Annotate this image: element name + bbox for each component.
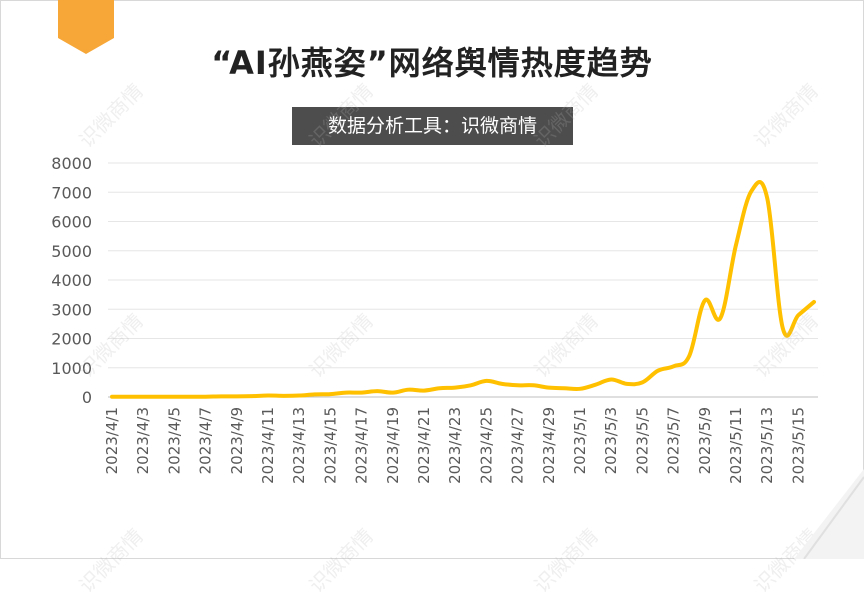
data-point	[298, 394, 301, 397]
x-tick-label: 2023/4/1	[103, 407, 121, 474]
data-point	[345, 391, 348, 394]
data-point	[454, 386, 457, 389]
data-point	[235, 395, 238, 398]
y-tick-label: 3000	[51, 300, 92, 319]
data-point	[313, 393, 316, 396]
data-point	[516, 384, 519, 387]
x-tick-label: 2023/4/15	[321, 407, 339, 484]
page-curl-decoration	[794, 469, 864, 559]
x-tick-label: 2023/5/3	[602, 407, 620, 474]
data-point	[204, 395, 207, 398]
data-point	[485, 379, 488, 382]
data-point	[142, 395, 145, 398]
data-point	[563, 387, 566, 390]
data-point	[282, 394, 285, 397]
y-tick-label: 5000	[51, 242, 92, 261]
data-point	[781, 327, 784, 330]
x-tick-label: 2023/4/13	[290, 407, 308, 484]
x-tick-label: 2023/5/13	[758, 407, 776, 484]
x-tick-label: 2023/5/7	[665, 407, 683, 474]
x-tick-label: 2023/4/5	[165, 407, 183, 474]
data-point	[376, 390, 379, 393]
data-point	[220, 395, 223, 398]
data-source-label: 数据分析工具：识微商情	[292, 107, 573, 145]
data-point	[360, 391, 363, 394]
y-tick-label: 6000	[51, 213, 92, 232]
y-tick-label: 8000	[51, 154, 92, 173]
data-point	[501, 382, 504, 385]
x-tick-label: 2023/5/11	[727, 407, 745, 484]
data-point	[329, 393, 332, 396]
x-tick-label: 2023/4/25	[477, 407, 495, 484]
data-point	[469, 384, 472, 387]
data-point	[126, 395, 129, 398]
x-tick-label: 2023/4/3	[134, 407, 152, 474]
data-point	[438, 387, 441, 390]
x-tick-label: 2023/4/7	[197, 407, 215, 474]
data-point	[407, 388, 410, 391]
y-tick-label: 7000	[51, 183, 92, 202]
data-point	[625, 382, 628, 385]
x-tick-label: 2023/5/15	[789, 407, 807, 484]
data-point	[657, 369, 660, 372]
data-point	[423, 389, 426, 392]
y-tick-label: 2000	[51, 330, 92, 349]
x-tick-label: 2023/4/29	[540, 407, 558, 484]
x-tick-label: 2023/4/21	[415, 407, 433, 484]
data-point	[157, 395, 160, 398]
data-point	[750, 189, 753, 192]
bookmark-ribbon-icon	[58, 0, 114, 54]
data-point	[766, 197, 769, 200]
y-tick-label: 1000	[51, 359, 92, 378]
data-point	[547, 386, 550, 389]
x-tick-label: 2023/5/1	[571, 407, 589, 474]
data-point	[251, 395, 254, 398]
x-tick-label: 2023/5/9	[696, 407, 714, 474]
x-tick-label: 2023/4/27	[509, 407, 527, 484]
x-tick-label: 2023/4/19	[384, 407, 402, 484]
data-point	[594, 383, 597, 386]
data-point	[267, 394, 270, 397]
data-point	[610, 378, 613, 381]
data-point	[111, 395, 114, 398]
data-point	[579, 387, 582, 390]
line-chart: 0 1000 2000 3000 4000 5000 6000 7000 8000 2023/4/…	[51, 154, 818, 484]
data-point	[688, 355, 691, 358]
data-point	[532, 384, 535, 387]
data-point	[391, 391, 394, 394]
x-tick-label: 2023/4/17	[353, 407, 371, 484]
data-point	[735, 243, 738, 246]
data-point	[813, 300, 816, 303]
data-point	[703, 299, 706, 302]
x-tick-label: 2023/4/9	[228, 407, 246, 474]
x-tick-label: 2023/4/23	[446, 407, 464, 484]
data-point	[719, 317, 722, 320]
data-point	[189, 395, 192, 398]
data-point	[173, 395, 176, 398]
chart-title: “AI孙燕姿”网络舆情热度趋势	[211, 44, 653, 82]
x-tick-label: 2023/5/5	[633, 407, 651, 474]
data-point	[641, 381, 644, 384]
x-tick-label: 2023/4/11	[259, 407, 277, 484]
data-point	[672, 365, 675, 368]
y-tick-label: 4000	[51, 271, 92, 290]
data-point	[797, 314, 800, 317]
y-tick-label: 0	[82, 388, 92, 407]
series-line	[110, 180, 816, 399]
